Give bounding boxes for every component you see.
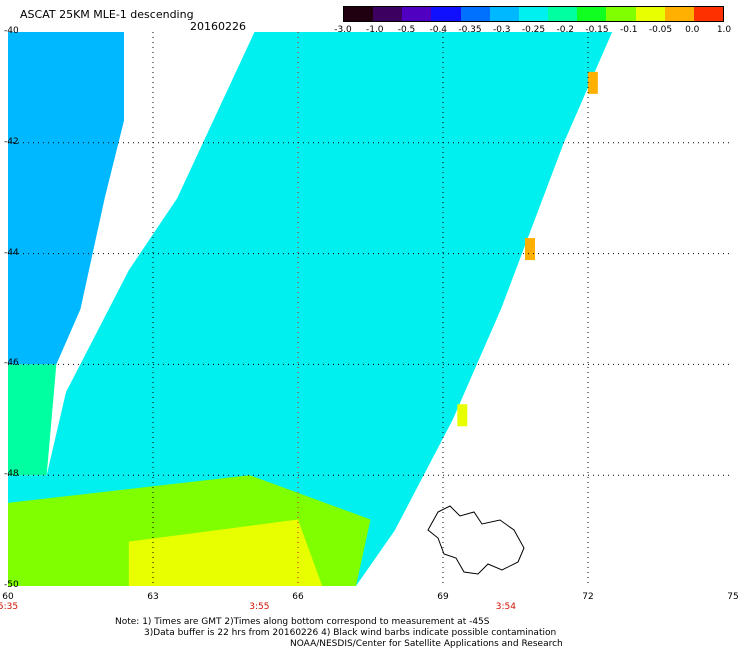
- note-line-3: NOAA/NESDIS/Center for Satellite Applica…: [290, 639, 563, 649]
- lat-tick-label: -40: [4, 26, 19, 36]
- lon-tick-label: 66: [292, 592, 304, 602]
- time-tick-label: 5:35: [0, 602, 19, 612]
- colorbar-label: -0.1: [619, 25, 638, 35]
- hotspot-1: [525, 238, 535, 261]
- colorbar-segment-12: [693, 7, 724, 21]
- colorbar-segment-11: [664, 7, 694, 21]
- lat-tick-label: -42: [4, 136, 19, 147]
- colorbar-segment-0: [344, 7, 374, 21]
- lon-tick-label: 60: [2, 592, 14, 602]
- map-plot: [8, 32, 733, 586]
- swath-region-4: [128, 519, 323, 586]
- colorbar-label: -0.3: [492, 25, 511, 35]
- hotspot-0: [587, 71, 598, 94]
- lat-tick-label: -44: [4, 247, 19, 258]
- colorbar-segment-8: [577, 7, 607, 21]
- lon-tick-label: 69: [437, 592, 449, 602]
- colorbar-label: -0.2: [556, 25, 575, 35]
- lat-tick-label: -50: [4, 580, 19, 590]
- colorbar-label: -0.15: [585, 25, 609, 35]
- lat-tick-label: -46: [4, 358, 19, 369]
- colorbar-label: 1.0: [716, 25, 732, 35]
- colorbar-label: -0.25: [521, 25, 546, 35]
- colorbar-segment-5: [489, 7, 519, 21]
- island-outline: [427, 505, 525, 575]
- colorbar-label: -0.4: [429, 25, 448, 35]
- lon-tick-label: 75: [727, 592, 739, 602]
- colorbar-label: 0.0: [685, 25, 700, 35]
- time-tick-label: 3:55: [249, 602, 270, 612]
- colorbar-segment-2: [402, 7, 432, 21]
- colorbar-label: -0.05: [648, 25, 673, 35]
- lon-tick-label: 63: [147, 592, 159, 602]
- colorbar-segment-6: [518, 7, 549, 21]
- colorbar-segment-7: [548, 7, 578, 21]
- colorbar-label: -1.0: [365, 25, 384, 35]
- colorbar-label: -0.5: [397, 25, 416, 35]
- colorbar-label: -3.0: [334, 25, 352, 35]
- swath-region-1: [8, 364, 57, 476]
- lon-tick-label: 72: [582, 592, 594, 602]
- note-line-1: Note: 1) Times are GMT 2)Times along bot…: [115, 617, 490, 627]
- colorbar-segment-10: [635, 7, 665, 21]
- note-line-2: 3)Data buffer is 22 hrs from 20160226 4)…: [144, 628, 557, 638]
- colorbar-segment-1: [373, 7, 403, 21]
- time-tick-label: 3:54: [495, 602, 516, 612]
- hotspot-2: [457, 404, 468, 427]
- colorbar-labels: -3.0 -1.0 -0.5 -0.4 -0.35 -0.3 -0.25 -0.2 -0.15-…: [333, 25, 733, 37]
- colorbar-label: -0.35: [458, 25, 482, 35]
- colorbar: [343, 6, 724, 22]
- swath-region-0: [8, 32, 124, 365]
- colorbar-segment-3: [431, 7, 461, 21]
- colorbar-segment-9: [606, 7, 636, 21]
- swath-region-2: [8, 32, 613, 586]
- map-title: ASCAT 25KM MLE-1 descending: [20, 8, 194, 21]
- map-date: 20160226: [190, 20, 246, 33]
- colorbar-segment-4: [460, 7, 490, 21]
- lat-tick-label: -48: [4, 469, 19, 480]
